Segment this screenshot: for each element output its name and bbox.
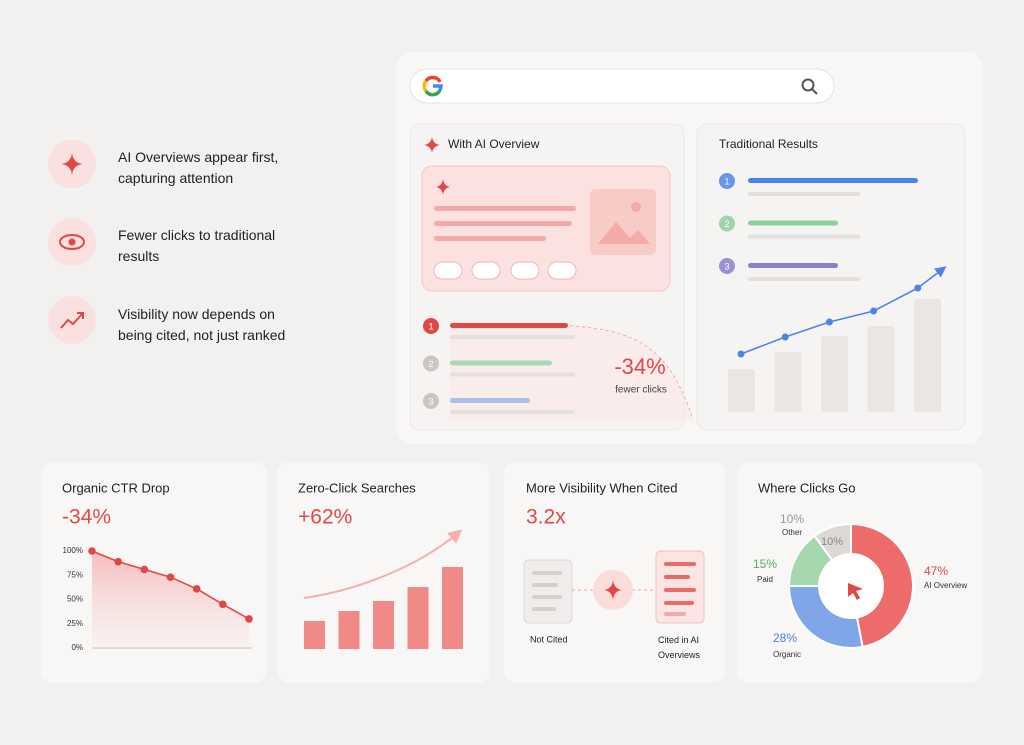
rank-badge bbox=[719, 215, 735, 232]
result-line bbox=[450, 323, 568, 328]
stat: -34% bbox=[614, 354, 665, 379]
bar bbox=[442, 567, 463, 649]
card-headline: +62% bbox=[298, 506, 352, 529]
point bbox=[166, 573, 175, 581]
stat-label: fewer clicks bbox=[615, 385, 667, 396]
value-label: 10% bbox=[780, 512, 804, 526]
card-headline: 3.2x bbox=[526, 506, 566, 529]
sparkle bbox=[436, 179, 450, 195]
rank-badge bbox=[423, 355, 439, 372]
not-cited-doc bbox=[523, 559, 573, 624]
image-icon bbox=[631, 202, 641, 212]
search-icon[interactable] bbox=[801, 78, 818, 95]
result-line bbox=[450, 398, 530, 403]
sparkle bbox=[604, 580, 622, 600]
trend-point bbox=[737, 350, 745, 358]
point bbox=[192, 585, 201, 593]
trend-point bbox=[870, 307, 878, 315]
category-label: AI Overview bbox=[924, 581, 967, 590]
result-line bbox=[748, 178, 918, 183]
area bbox=[92, 551, 249, 648]
rank-number: 2 bbox=[428, 359, 433, 369]
y-tick-label: 50% bbox=[67, 595, 83, 604]
rank-badge bbox=[423, 393, 439, 409]
y-tick-label: 75% bbox=[67, 570, 83, 579]
trend-point bbox=[781, 333, 789, 341]
result-line bbox=[748, 192, 860, 196]
point bbox=[140, 565, 149, 574]
trend-point bbox=[914, 284, 922, 292]
category-label: Organic bbox=[773, 650, 801, 659]
card-headline: -34% bbox=[62, 506, 111, 529]
trend-bar bbox=[728, 369, 755, 412]
bar bbox=[304, 621, 325, 649]
result-line bbox=[748, 277, 860, 281]
trend-bar bbox=[774, 352, 802, 412]
rank-number: 3 bbox=[724, 261, 729, 271]
rank-number: 3 bbox=[428, 396, 433, 406]
rank-badge bbox=[423, 318, 439, 334]
image-placeholder bbox=[590, 189, 656, 255]
bar bbox=[407, 587, 429, 649]
result-line bbox=[748, 263, 838, 268]
card-title: More Visibility When Cited bbox=[526, 480, 677, 495]
trend-arrow bbox=[917, 266, 947, 289]
image-icon bbox=[598, 222, 650, 244]
result-line bbox=[748, 220, 838, 226]
rank-number: 2 bbox=[724, 219, 729, 229]
feature-text: Fewer clicks to traditional results bbox=[118, 227, 276, 264]
overview-lines bbox=[434, 206, 576, 241]
result-line bbox=[450, 360, 552, 366]
trend-point bbox=[825, 318, 833, 326]
card-title: Zero-Click Searches bbox=[298, 480, 416, 495]
panel-title: With AI Overview bbox=[448, 137, 540, 151]
card-title: Where Clicks Go bbox=[758, 480, 856, 495]
trend-bar bbox=[867, 326, 895, 412]
doc-label: Cited in AI Overviews bbox=[658, 635, 701, 660]
cursor-icon bbox=[848, 583, 863, 600]
y-tick-label: 0% bbox=[71, 643, 83, 652]
value-label: 47% bbox=[924, 564, 948, 578]
result-line bbox=[450, 335, 575, 339]
y-tick-label: 100% bbox=[63, 546, 83, 555]
search-bar[interactable] bbox=[409, 68, 835, 104]
point bbox=[88, 547, 96, 555]
rank-badge bbox=[719, 258, 735, 274]
bar bbox=[373, 601, 394, 649]
feature-icons bbox=[48, 140, 96, 344]
card-title: Organic CTR Drop bbox=[62, 480, 170, 495]
result-line bbox=[748, 234, 860, 239]
value-label: 15% bbox=[753, 557, 777, 571]
feature-text: AI Overviews appear first, capturing att… bbox=[118, 149, 279, 186]
bar bbox=[338, 611, 360, 649]
rank-number: 1 bbox=[428, 321, 433, 331]
category-label: Other bbox=[782, 528, 802, 537]
trend-bar bbox=[821, 336, 848, 412]
rank-number: 1 bbox=[724, 176, 729, 186]
sparkle bbox=[424, 137, 440, 153]
feature-text: Visibility now depends on being cited, n… bbox=[118, 306, 286, 343]
point bbox=[219, 600, 227, 609]
card bbox=[277, 462, 490, 683]
value-label: 28% bbox=[773, 631, 797, 645]
trend-arrow bbox=[303, 529, 463, 599]
result-line bbox=[450, 372, 575, 377]
segment-label: 10% bbox=[821, 536, 843, 548]
google-logo bbox=[422, 75, 443, 97]
category-label: Paid bbox=[757, 575, 773, 584]
y-tick-label: 25% bbox=[67, 619, 83, 628]
cited-doc bbox=[655, 550, 705, 624]
panel-title: Traditional Results bbox=[719, 137, 818, 151]
doc-label: Not Cited bbox=[530, 634, 568, 644]
rank-badge bbox=[719, 173, 735, 189]
point bbox=[114, 557, 122, 566]
result-line bbox=[450, 410, 575, 414]
link-pills[interactable] bbox=[433, 261, 577, 280]
trend-bar bbox=[914, 299, 941, 412]
point bbox=[245, 615, 253, 623]
